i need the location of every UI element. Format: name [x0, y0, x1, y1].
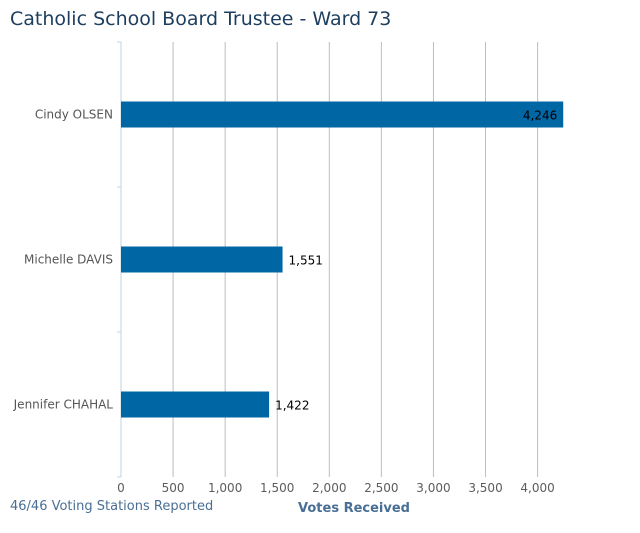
- x-tick-label: 2,500: [364, 481, 398, 495]
- bar: [121, 391, 270, 418]
- category-label: Jennifer CHAHAL: [13, 398, 114, 412]
- bars: [121, 101, 564, 418]
- x-tick-label: 2,000: [312, 481, 346, 495]
- data-label: 1,551: [289, 254, 323, 268]
- x-tick-label: 500: [162, 481, 185, 495]
- category-axis: [117, 41, 122, 478]
- x-tick-label: 3,000: [416, 481, 450, 495]
- x-axis-title: Votes Received: [298, 501, 410, 516]
- x-tick-label: 4,000: [520, 481, 554, 495]
- x-tick-label: 1,000: [208, 481, 242, 495]
- category-label: Cindy OLSEN: [35, 108, 113, 122]
- data-labels: Cindy OLSEN 4,246 Michelle DAVIS 1,551 Jenni…: [13, 108, 558, 413]
- bar: [121, 101, 564, 128]
- x-tick-label: 1,500: [260, 481, 294, 495]
- chart-title: Catholic School Board Trustee - Ward 73: [10, 8, 392, 30]
- x-tick-label: 0: [117, 481, 125, 495]
- stations-reported-note: 46/46 Voting Stations Reported: [10, 499, 214, 514]
- data-label: 4,246: [523, 109, 557, 123]
- bar: [121, 246, 283, 273]
- value-axis-ticks: 0 500 1,000 1,500 2,000 2,500 3,000 3,500 4,000: [117, 481, 555, 495]
- category-label: Michelle DAVIS: [24, 253, 113, 267]
- data-label: 1,422: [275, 399, 309, 413]
- x-tick-label: 3,500: [468, 481, 502, 495]
